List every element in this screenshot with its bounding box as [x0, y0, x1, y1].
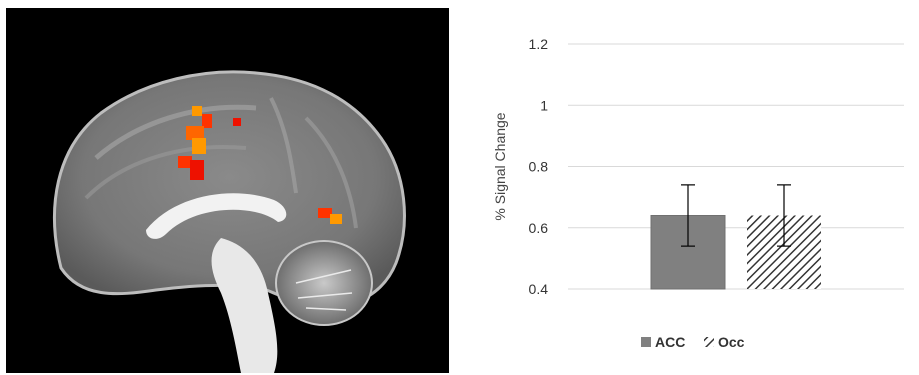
- legend: ACC Occ: [641, 334, 745, 350]
- legend-swatch-acc: [641, 337, 651, 347]
- y-tick-label: 0.6: [529, 220, 549, 236]
- legend-label-occ: Occ: [718, 334, 745, 350]
- brain-mri-image: [6, 8, 449, 373]
- y-tick-labels: 0.4 0.6 0.8 1 1.2: [529, 36, 549, 297]
- brain-sagittal-icon: [52, 70, 406, 373]
- y-tick-label: 1.2: [529, 36, 549, 52]
- gridlines: [568, 43, 904, 290]
- y-tick-label: 0.8: [529, 159, 549, 175]
- y-tick-label: 0.4: [529, 281, 549, 297]
- bar-chart: 0.4 0.6 0.8 1 1.2 % Signal Change ACC Occ: [458, 0, 919, 375]
- legend-label-acc: ACC: [655, 334, 685, 350]
- legend-swatch-occ: [704, 337, 714, 347]
- y-axis-title: % Signal Change: [492, 112, 508, 220]
- bars: [650, 184, 821, 290]
- chart-canvas: 0.4 0.6 0.8 1 1.2 % Signal Change ACC Occ: [492, 36, 904, 350]
- y-tick-label: 1: [540, 97, 548, 113]
